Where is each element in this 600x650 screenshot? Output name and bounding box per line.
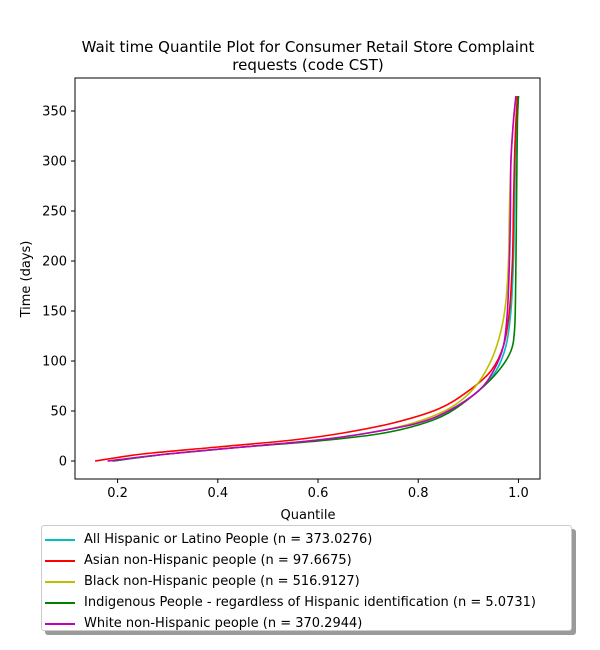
legend-label: Indigenous People - regardless of Hispan… bbox=[84, 595, 536, 610]
series-line-2 bbox=[107, 95, 517, 462]
y-tick-label: 0 bbox=[59, 455, 67, 470]
legend-item: Asian non-Hispanic people (n = 97.6675) bbox=[42, 550, 571, 571]
y-tick-label: 50 bbox=[50, 405, 67, 420]
legend: All Hispanic or Latino People (n = 373.0… bbox=[41, 525, 572, 631]
x-tick-label: 1.0 bbox=[508, 486, 529, 501]
x-tick-label: 0.6 bbox=[308, 486, 329, 501]
legend-swatch bbox=[45, 622, 75, 625]
legend-label: Black non-Hispanic people (n = 516.9127) bbox=[84, 574, 360, 589]
legend-swatch bbox=[45, 580, 75, 583]
legend-swatch bbox=[45, 538, 75, 541]
y-tick-label: 150 bbox=[42, 305, 67, 320]
y-tick-label: 100 bbox=[42, 355, 67, 370]
plot-frame bbox=[74, 77, 541, 480]
legend-item: White non-Hispanic people (n = 370.2944) bbox=[42, 613, 571, 634]
legend-item: Black non-Hispanic people (n = 516.9127) bbox=[42, 571, 571, 592]
x-tick-label: 0.8 bbox=[408, 486, 429, 501]
chart-title-line-2: requests (code CST) bbox=[232, 56, 383, 74]
legend-label: Asian non-Hispanic people (n = 97.6675) bbox=[84, 553, 352, 568]
legend-item: Indigenous People - regardless of Hispan… bbox=[42, 592, 571, 613]
y-axis-label: Time (days) bbox=[19, 241, 34, 319]
y-tick-label: 250 bbox=[42, 205, 67, 220]
x-tick-label: 0.4 bbox=[207, 486, 228, 501]
legend-swatch bbox=[45, 559, 75, 562]
series-line-4 bbox=[107, 95, 517, 462]
x-axis: 0.2 0.4 0.6 0.8 1.0 bbox=[107, 479, 529, 501]
x-tick-label: 0.2 bbox=[107, 486, 128, 501]
x-axis-label: Quantile bbox=[281, 508, 336, 523]
legend-item: All Hispanic or Latino People (n = 373.0… bbox=[42, 529, 571, 550]
legend-label: White non-Hispanic people (n = 370.2944) bbox=[84, 616, 363, 631]
legend-label: All Hispanic or Latino People (n = 373.0… bbox=[84, 532, 373, 547]
series-layer bbox=[94, 95, 520, 462]
y-tick-label: 200 bbox=[42, 255, 67, 270]
y-tick-label: 350 bbox=[42, 105, 67, 120]
y-tick-label: 300 bbox=[42, 155, 67, 170]
y-axis: 0 50 100 150 200 250 300 350 bbox=[42, 105, 75, 470]
chart-title-line-1: Wait time Quantile Plot for Consumer Ret… bbox=[82, 38, 535, 56]
legend-swatch bbox=[45, 601, 75, 604]
